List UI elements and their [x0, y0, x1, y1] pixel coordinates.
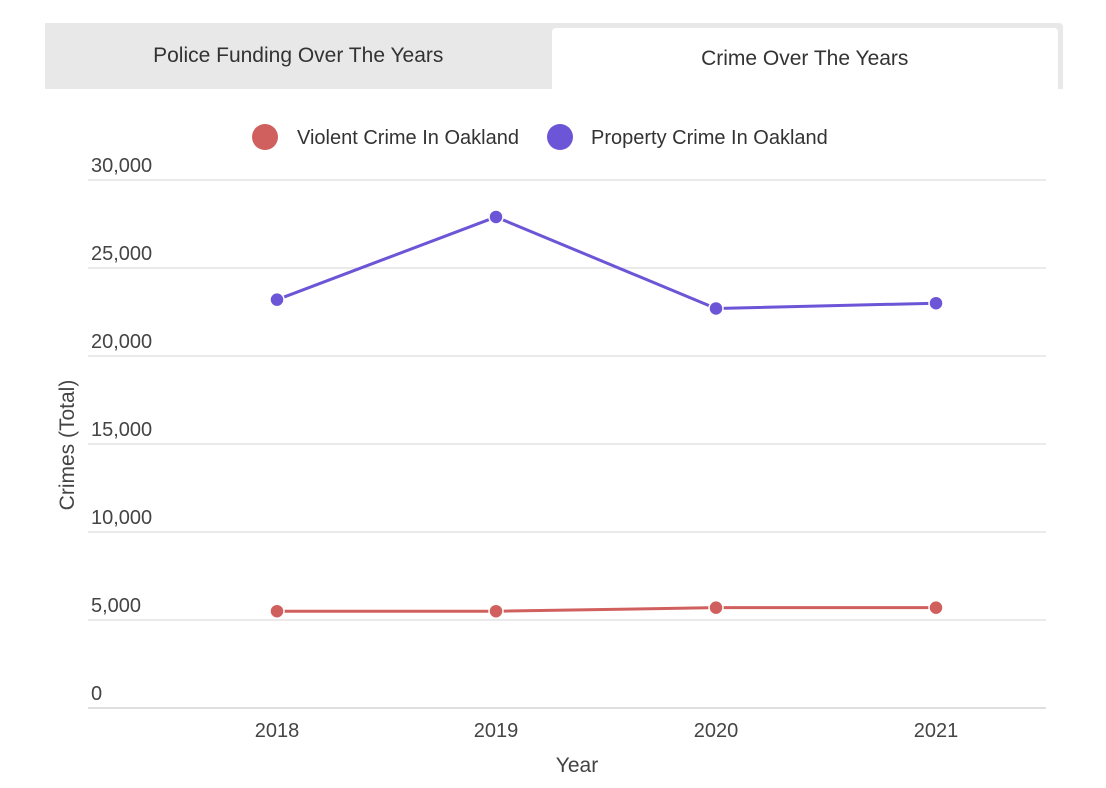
legend-label-property[interactable]: Property Crime In Oakland	[591, 127, 828, 149]
series-line-0	[277, 606, 936, 613]
data-point-1-2021[interactable]	[928, 295, 944, 311]
y-tick-label: 20,000	[91, 331, 152, 353]
data-point-0-2020[interactable]	[708, 599, 724, 616]
legend-label-violent[interactable]: Violent Crime In Oakland	[297, 127, 519, 149]
legend-marker-property[interactable]	[547, 124, 573, 150]
y-tick-label: 5,000	[91, 595, 141, 617]
tab-bar: Police Funding Over The Years Crime Over…	[45, 23, 1063, 89]
y-tick-label: 10,000	[91, 507, 152, 529]
x-tick-label: 2021	[914, 720, 959, 742]
series-line-1	[276, 215, 937, 310]
x-tick-labels: 2018 2019 2020 2021	[255, 720, 959, 742]
y-tick-label: 30,000	[91, 155, 152, 177]
grid-lines	[88, 179, 1046, 709]
data-point-0-2021[interactable]	[928, 599, 944, 616]
data-point-0-2018[interactable]	[269, 603, 285, 619]
data-point-1-2019[interactable]	[488, 209, 504, 225]
legend-marker-violent[interactable]	[252, 124, 278, 150]
x-tick-label: 2018	[255, 720, 300, 742]
legend: Violent Crime In Oakland Property Crime …	[252, 124, 828, 150]
data-point-1-2018[interactable]	[269, 291, 285, 308]
y-axis-title: Crimes (Total)	[56, 380, 79, 511]
tab-police-funding[interactable]: Police Funding Over The Years	[45, 23, 552, 89]
series-layer	[269, 209, 944, 619]
data-point-0-2019[interactable]	[488, 603, 504, 619]
y-tick-labels: 0 5,000 10,000 15,000 20,000 25,000 30,000	[91, 155, 152, 705]
y-tick-label: 25,000	[91, 243, 152, 265]
x-tick-label: 2019	[474, 720, 519, 742]
x-axis-title: Year	[556, 754, 598, 777]
x-tick-label: 2020	[694, 720, 739, 742]
data-point-1-2020[interactable]	[708, 300, 724, 317]
tab-crime[interactable]: Crime Over The Years	[551, 28, 1058, 89]
y-tick-label: 15,000	[91, 419, 152, 441]
y-tick-label: 0	[91, 683, 102, 705]
